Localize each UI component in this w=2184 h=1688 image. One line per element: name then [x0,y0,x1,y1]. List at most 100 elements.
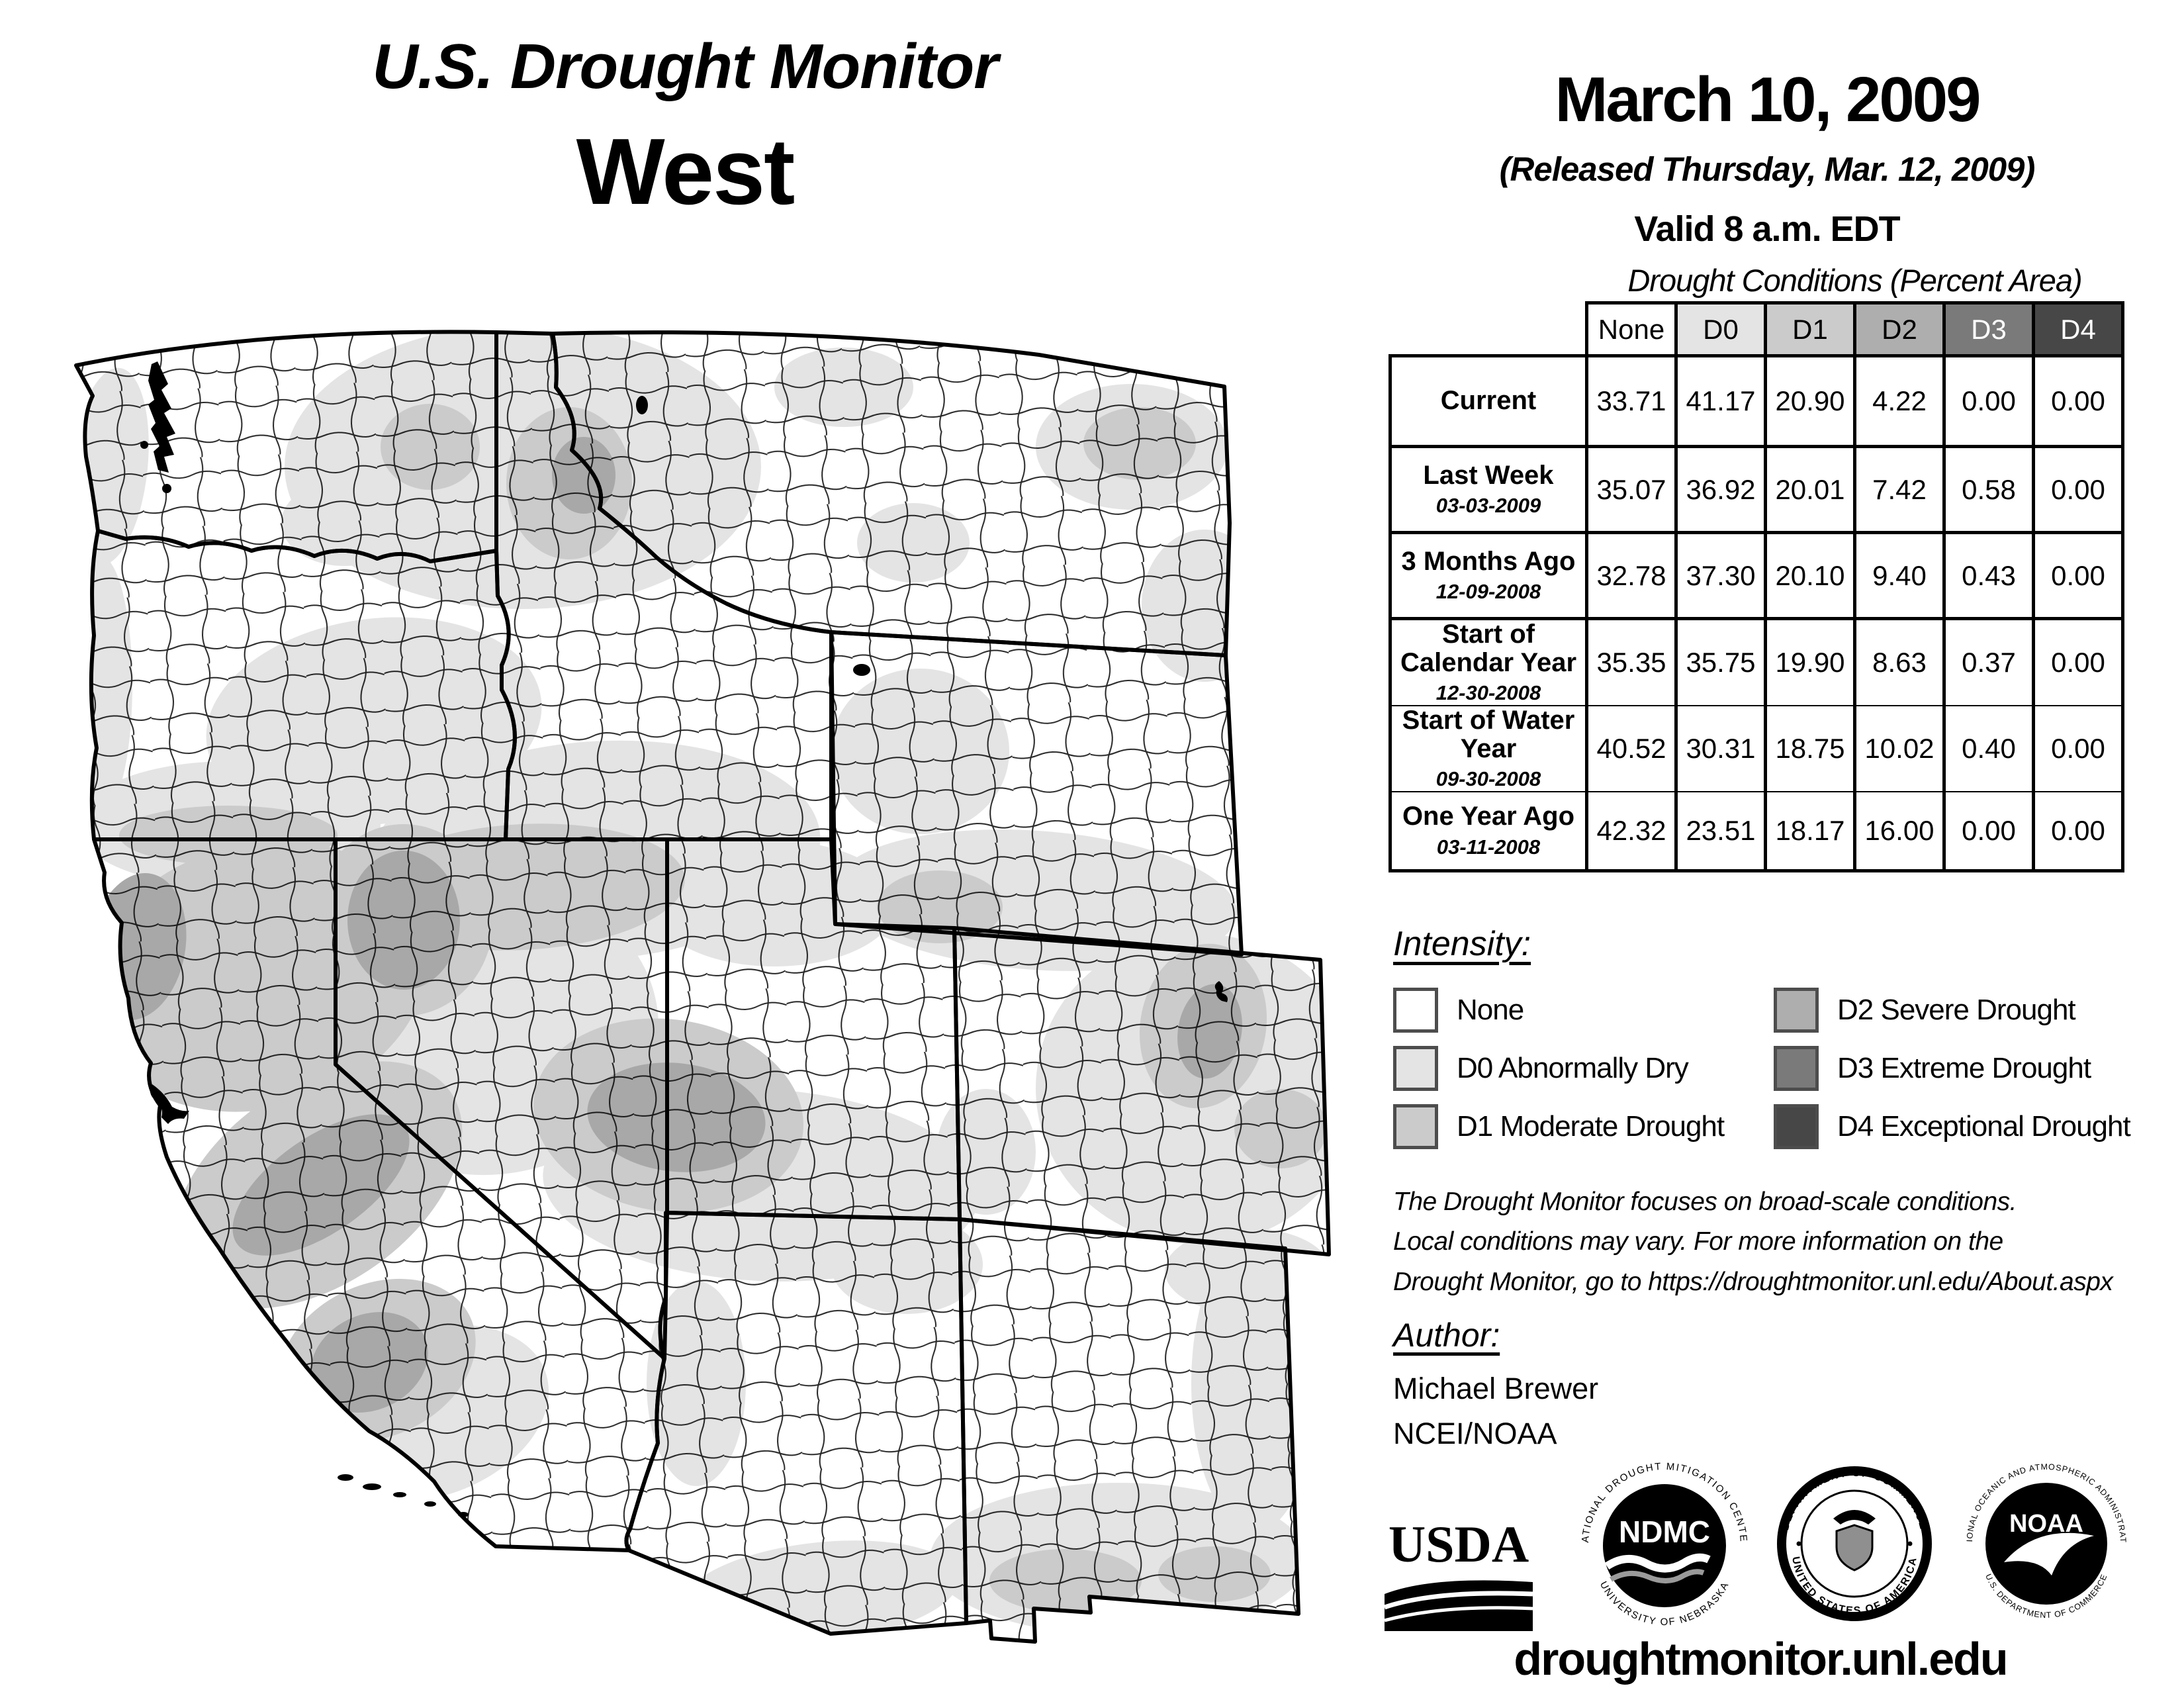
row-label: Current [1440,386,1537,416]
value-cell: 42.32 [1588,792,1674,869]
release-date: (Released Thursday, Mar. 12, 2009) [1499,150,2036,188]
table-row: Start of Calendar Year 12-30-2008 35.35 35.… [1392,620,2121,706]
row-label-cell: Start of Calendar Year 12-30-2008 [1392,620,1585,706]
table-body: Current 33.71 41.17 20.90 4.22 0.00 0.00 Last W… [1388,354,2124,872]
row-label: One Year Ago [1402,802,1575,831]
row-date: 03-03-2009 [1435,494,1541,518]
value-cell: 0.00 [2035,792,2121,869]
row-date: 12-30-2008 [1435,681,1541,705]
water-features [140,361,1228,1517]
legend-items: None D0 Abnormally Dry D1 Moderate Drought… [1393,981,2131,1156]
value-cell: 0.58 [1946,448,2032,531]
author-name: Michael Brewer [1393,1372,1599,1405]
value-cell: 0.00 [1946,792,2032,869]
value-cell: 20.90 [1767,357,1853,445]
region-title: West [576,119,796,224]
legend-item: None [1393,981,1774,1039]
legend-item: D4 Exceptional Drought [1774,1098,2131,1156]
value-cell: 20.01 [1767,448,1853,531]
row-label: Start of Water Year [1402,706,1575,764]
value-cell: 0.00 [2035,620,2121,706]
value-cell: 0.00 [1946,357,2032,445]
row-date: 03-11-2008 [1436,835,1541,859]
table-title: Drought Conditions (Percent Area) [1627,263,2082,298]
legend-label: D0 Abnormally Dry [1457,1052,1689,1084]
state-new-mexico [958,1217,1300,1644]
svg-text:DEPARTMENT OF COMMERCE: DEPARTMENT OF COMMERCE [1780,1468,1929,1532]
table-row: Current 33.71 41.17 20.90 4.22 0.00 0.00 [1392,357,2121,445]
row-label-cell: Last Week 03-03-2009 [1392,448,1585,531]
county-lines-overlay [76,332,1329,1642]
value-cell: 23.51 [1678,792,1764,869]
legend-swatch [1393,988,1438,1033]
value-cell: 37.30 [1678,534,1764,617]
disclaimer-line: The Drought Monitor focuses on broad-sca… [1393,1188,2017,1216]
page-title: U.S. Drought Monitor [372,31,998,102]
table-row: Last Week 03-03-2009 35.07 36.92 20.01 7.42 0.… [1392,448,2121,531]
row-label-cell: 3 Months Ago 12-09-2008 [1392,534,1585,617]
value-cell: 0.00 [2035,448,2121,531]
value-cell: 8.63 [1856,620,1942,706]
legend-swatch [1393,1104,1438,1149]
value-cell: 35.75 [1678,620,1764,706]
doc-shield-icon [1835,1524,1874,1571]
value-cell: 16.00 [1856,792,1942,869]
author-heading: Author: [1393,1317,1500,1354]
doc-eagle-icon [1833,1510,1876,1524]
valid-time: Valid 8 a.m. EDT [1634,209,1900,249]
disclaimer-line: Drought Monitor, go to https://droughtmo… [1393,1267,2113,1296]
value-cell: 41.17 [1678,357,1764,445]
row-label: 3 Months Ago [1401,546,1576,576]
disclaimer-line: Local conditions may vary. For more info… [1393,1227,2003,1256]
intensity-legend: Intensity: None D0 Abnormally Dry D1 Moder… [1393,924,2131,1156]
value-cell: 9.40 [1856,534,1942,617]
value-cell: 35.35 [1588,620,1674,706]
legend-label: D1 Moderate Drought [1457,1110,1725,1143]
value-cell: 35.07 [1588,448,1674,531]
map-date: March 10, 2009 [1555,64,1981,135]
water-channel-islands [338,1474,469,1517]
drought-map [74,330,1331,1644]
value-cell: 19.90 [1767,620,1853,706]
value-cell: 32.78 [1588,534,1674,617]
department-of-commerce-seal-icon: DEPARTMENT OF COMMERCE UNITED STATES OF … [1777,1466,1932,1621]
date-header-block: March 10, 2009 (Released Thursday, Mar. … [1476,64,2058,250]
value-cell: 10.02 [1856,706,1942,792]
usda-swoosh-icon [1385,1580,1533,1631]
value-cell: 0.40 [1946,706,2032,792]
legend-item: D1 Moderate Drought [1393,1098,1774,1156]
water-puget-sound [148,361,175,473]
value-cell: 33.71 [1588,357,1674,445]
column-header-none: None [1588,305,1674,354]
ndmc-seal-icon: NATIONAL DROUGHT MITIGATION CENTER UNIVE… [1574,1455,1748,1628]
state-arizona [624,1211,968,1636]
legend-item: D2 Severe Drought [1774,981,2130,1039]
legend-item: D3 Extreme Drought [1774,1039,2130,1098]
legend-swatch [1774,1046,1819,1091]
value-cell: 4.22 [1856,357,1942,445]
table-row: Start of Water Year 09-30-2008 40.52 30.31 1… [1392,706,2121,792]
row-label: Last Week [1423,460,1554,490]
row-label: Start of Calendar Year [1400,620,1577,678]
value-cell: 40.52 [1588,706,1674,792]
row-date: 12-09-2008 [1435,580,1541,604]
row-date: 09-30-2008 [1435,767,1541,791]
water-yellowstone-lake [853,664,870,676]
legend-title: Intensity: [1393,925,1531,963]
value-cell: 0.00 [2035,706,2121,792]
value-cell: 18.17 [1767,792,1853,869]
value-cell: 20.10 [1767,534,1853,617]
author-block: Author: Michael Brewer NCEI/NOAA [1393,1316,1598,1451]
column-header-d4: D4 [2035,305,2121,354]
value-cell: 0.43 [1946,534,2032,617]
value-cell: 7.42 [1856,448,1942,531]
website-url: droughtmonitor.unl.edu [1514,1633,2008,1685]
water-denver-river [1214,981,1228,1002]
noaa-bird-icon [2004,1532,2094,1575]
map-title-block: U.S. Drought Monitor West [278,30,1092,226]
legend-swatch [1774,1104,1819,1149]
legend-label: None [1457,994,1524,1026]
water-flathead-lake [636,396,648,414]
noaa-seal-icon: NATIONAL OCEANIC AND ATMOSPHERIC ADMINIS… [1960,1458,2127,1620]
